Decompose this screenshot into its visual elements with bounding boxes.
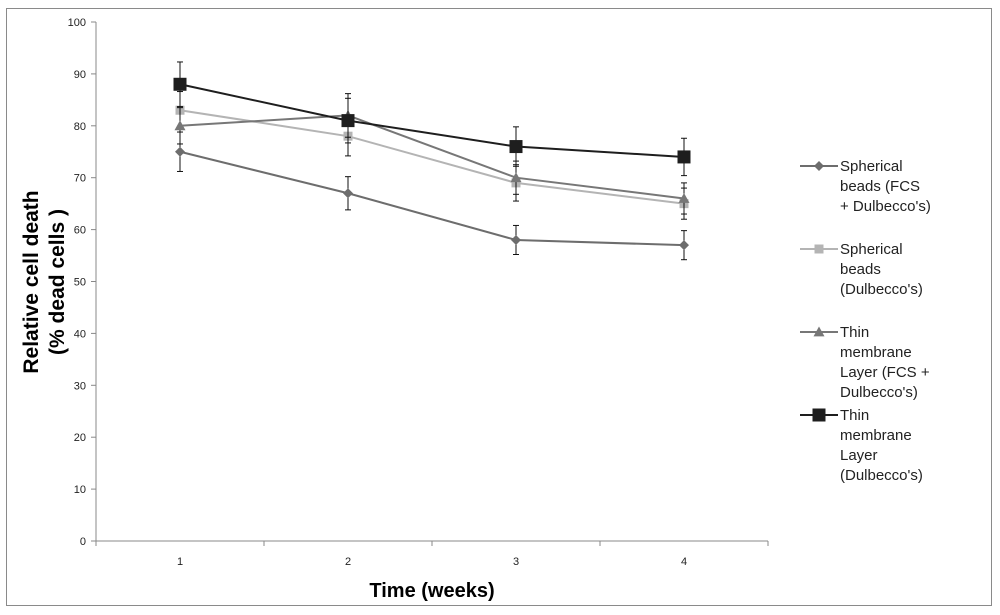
- legend-label: (Dulbecco's): [840, 467, 923, 484]
- y-tick-label: 80: [74, 121, 86, 133]
- data-point: [343, 188, 353, 199]
- legend-label: Thin: [840, 324, 869, 341]
- x-tick-label: 3: [513, 556, 519, 568]
- series-line: [179, 114, 685, 200]
- legend-label: Dulbecco's): [840, 384, 918, 401]
- y-tick-label: 40: [74, 328, 86, 340]
- legend-entry-4: Thin membrane Layer (Dulbecco's): [800, 407, 923, 484]
- legend-label: beads (FCS: [840, 178, 920, 195]
- legend-label: Layer (FCS +: [840, 364, 930, 381]
- x-axis-title: Time (weeks): [369, 580, 494, 602]
- x-tick-label: 4: [681, 556, 687, 568]
- legend-label: (Dulbecco's): [840, 281, 923, 298]
- y-tick-label: 10: [74, 484, 86, 496]
- data-point: [173, 77, 187, 91]
- data-point: [510, 172, 522, 183]
- series-2: [175, 91, 689, 220]
- legend-label: Spherical: [840, 158, 903, 175]
- y-tick-label: 20: [74, 432, 86, 444]
- series-1: [175, 131, 689, 261]
- series-line: [179, 83, 685, 158]
- legend-entry-1: Spherical beads (FCS + Dulbecco's): [800, 158, 931, 215]
- legend-label: Thin: [840, 407, 869, 424]
- data-point: [175, 146, 185, 157]
- legend-entry-2: Spherical beads (Dulbecco's): [800, 241, 923, 298]
- series-3: [174, 93, 690, 215]
- series-line: [179, 150, 685, 247]
- y-tick-label: 90: [74, 69, 86, 81]
- legend-marker: [814, 244, 824, 254]
- data-point: [509, 140, 523, 154]
- legend-label: Layer: [840, 447, 878, 464]
- legend-label: + Dulbecco's): [840, 198, 931, 215]
- chart-frame: [6, 8, 992, 606]
- legend-marker: [814, 161, 824, 171]
- y-tick-label: 70: [74, 173, 86, 185]
- series-4: [173, 61, 691, 177]
- data-point: [511, 234, 521, 245]
- y-axis-title-line-2: (% dead cells ): [46, 209, 69, 355]
- data-point: [341, 114, 355, 128]
- legend-marker: [813, 326, 825, 337]
- legend-label: membrane: [840, 344, 912, 361]
- data-point: [678, 192, 690, 203]
- x-tick-label: 1: [177, 556, 183, 568]
- y-tick-label: 100: [68, 17, 86, 29]
- y-tick-label: 0: [80, 536, 86, 548]
- legend-label: membrane: [840, 427, 912, 444]
- y-tick-label: 30: [74, 380, 86, 392]
- y-tick-label: 60: [74, 225, 86, 237]
- data-point: [677, 150, 691, 164]
- series-line: [179, 109, 685, 205]
- y-axis-title-line-1: Relative cell death: [20, 190, 43, 373]
- legend-label: Spherical: [840, 241, 903, 258]
- y-tick-label: 50: [74, 277, 86, 289]
- data-point: [679, 240, 689, 251]
- legend-entry-3: Thin membrane Layer (FCS + Dulbecco's): [800, 324, 930, 401]
- x-tick-label: 2: [345, 556, 351, 568]
- data-point: [174, 120, 186, 131]
- legend-label: beads: [840, 261, 881, 278]
- legend-marker: [812, 408, 826, 422]
